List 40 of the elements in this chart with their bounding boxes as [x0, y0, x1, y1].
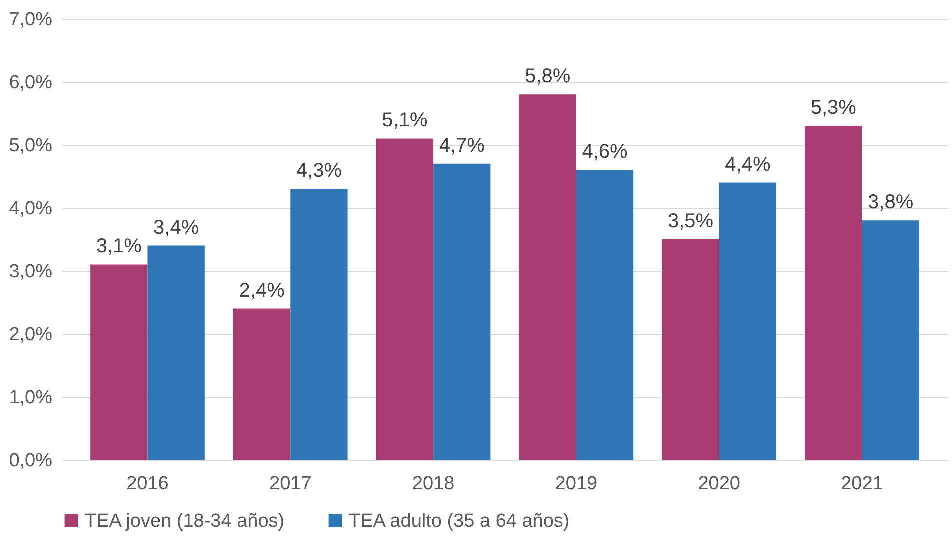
- bar: [862, 220, 920, 460]
- legend-label: TEA joven (18-34 años): [85, 510, 285, 532]
- bar: [90, 264, 148, 460]
- x-tick-label: 2021: [841, 474, 884, 494]
- y-tick-label: 7,0%: [9, 10, 53, 30]
- y-tick-label: 1,0%: [9, 388, 53, 408]
- data-label: 4,4%: [725, 154, 771, 176]
- x-tick-label: 2017: [270, 474, 312, 494]
- data-label: 3,5%: [668, 210, 714, 232]
- data-label: 5,1%: [382, 110, 428, 132]
- y-tick-label: 3,0%: [9, 262, 53, 282]
- x-tick-label: 2016: [126, 474, 169, 494]
- data-label: 4,7%: [439, 134, 486, 157]
- bar: [576, 170, 634, 460]
- data-label: 2,4%: [239, 280, 286, 302]
- data-label: 4,6%: [582, 141, 628, 164]
- bar: [233, 308, 291, 460]
- legend-label: TEA adulto (35 a 64 años): [349, 510, 570, 532]
- bar: [805, 126, 862, 460]
- bar: [376, 138, 434, 460]
- y-tick-label: 2,0%: [9, 324, 53, 346]
- y-tick-label: 0,0%: [9, 450, 53, 472]
- data-label: 5,3%: [810, 97, 857, 120]
- bar: [662, 240, 720, 460]
- bar: [290, 189, 348, 460]
- bar: [434, 164, 491, 460]
- bar: [719, 182, 777, 460]
- y-tick-label: 5,0%: [9, 136, 53, 156]
- data-label: 3,8%: [868, 192, 914, 214]
- x-tick-label: 2019: [555, 474, 598, 494]
- bar: [519, 94, 576, 460]
- y-tick-label: 6,0%: [9, 72, 53, 94]
- x-tick-label: 2020: [698, 474, 740, 494]
- data-label: 3,1%: [96, 236, 142, 258]
- x-tick-label: 2018: [412, 474, 455, 494]
- data-label: 5,8%: [525, 66, 571, 88]
- y-tick-label: 4,0%: [9, 198, 53, 220]
- data-label: 4,3%: [296, 160, 342, 182]
- bar: [148, 246, 205, 460]
- data-label: 3,4%: [154, 216, 200, 239]
